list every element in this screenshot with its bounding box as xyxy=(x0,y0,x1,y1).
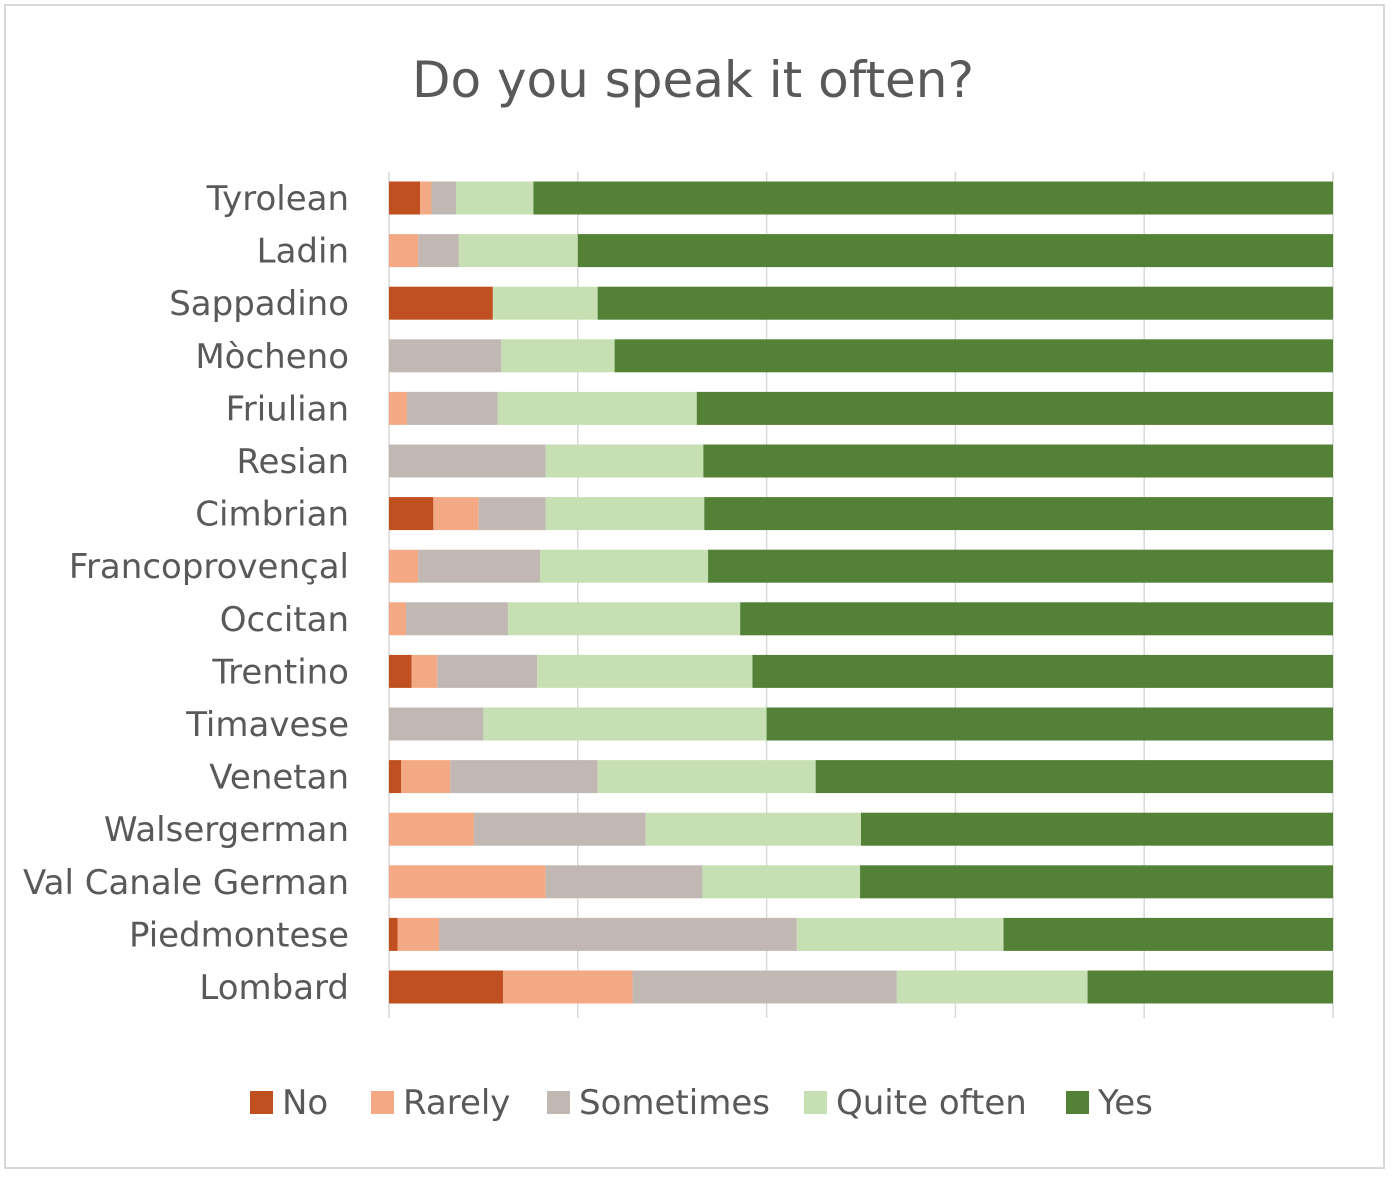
bar-segment-yes xyxy=(860,865,1333,899)
bar-segment-yes xyxy=(1003,917,1333,951)
legend-swatch xyxy=(250,1091,273,1114)
legend-label: Quite often xyxy=(836,1083,1027,1123)
bar-segment-yes xyxy=(766,707,1333,741)
bar-segment-no xyxy=(389,286,493,320)
bar-segment-quite-often xyxy=(456,181,534,215)
bar-segment-sometimes xyxy=(632,970,897,1004)
category-label: Trentino xyxy=(211,652,349,692)
bar-segment-quite-often xyxy=(645,812,861,846)
bar-segment-rarely xyxy=(389,549,419,583)
bar-segment-yes xyxy=(708,549,1333,583)
legend-label: Yes xyxy=(1097,1083,1153,1123)
category-label: Walsergerman xyxy=(104,810,349,850)
bar-segment-rarely xyxy=(401,760,451,794)
bar-segment-rarely xyxy=(389,812,474,846)
bar-segment-no xyxy=(389,654,412,688)
bar-segment-sometimes xyxy=(406,391,498,425)
legend-swatch xyxy=(547,1091,570,1114)
category-label: Sappadino xyxy=(169,284,349,324)
bar-segment-no xyxy=(389,917,398,951)
category-label: Resian xyxy=(236,442,349,482)
legend-swatch xyxy=(804,1091,827,1114)
bar-segment-sometimes xyxy=(450,760,598,794)
bar-segment-rarely xyxy=(503,970,633,1004)
bar-segment-quite-often xyxy=(492,286,598,320)
category-label: Lombard xyxy=(199,968,349,1008)
bar-segment-quite-often xyxy=(597,760,816,794)
bar-segment-yes xyxy=(740,602,1333,636)
bar-segment-sometimes xyxy=(389,444,546,478)
bar-segment-quite-often xyxy=(537,654,753,688)
bar-segment-yes xyxy=(696,391,1333,425)
bar-segment-sometimes xyxy=(437,654,538,688)
legend: No Rarely Sometimes Quite often Yes xyxy=(250,1083,1153,1123)
legend-label: Sometimes xyxy=(579,1083,770,1123)
category-label: Cimbrian xyxy=(195,495,349,535)
bar-segment-quite-often xyxy=(540,549,709,583)
bar-segment-no xyxy=(389,181,421,215)
bar-segment-no xyxy=(389,760,402,794)
bar-segment-yes xyxy=(704,497,1333,531)
bar-segment-sometimes xyxy=(389,339,502,373)
bar-segment-yes xyxy=(533,181,1333,215)
bar-segment-rarely xyxy=(397,917,440,951)
bar-segment-yes xyxy=(815,760,1333,794)
bar-segment-yes xyxy=(577,234,1333,268)
bar-segment-yes xyxy=(614,339,1333,373)
bar-segment-no xyxy=(389,970,504,1004)
category-label: Venetan xyxy=(209,758,349,798)
bar-segment-quite-often xyxy=(501,339,615,373)
bar-segment-quite-often xyxy=(796,917,1004,951)
bar-segment-quite-often xyxy=(483,707,767,741)
bar-segment-sometimes xyxy=(389,707,484,741)
bar-segment-sometimes xyxy=(418,549,541,583)
bar-segment-yes xyxy=(597,286,1333,320)
category-label: Tyrolean xyxy=(206,179,349,219)
bar-segment-sometimes xyxy=(405,602,508,636)
bar-segment-yes xyxy=(1087,970,1333,1004)
category-label: Ladin xyxy=(257,232,349,272)
legend-swatch xyxy=(371,1091,394,1114)
chart-title: Do you speak it often? xyxy=(412,51,974,109)
bar-segment-quite-often xyxy=(545,444,704,478)
category-label: Francoprovençal xyxy=(69,547,349,587)
bar-segment-yes xyxy=(703,444,1333,478)
bar-segment-sometimes xyxy=(473,812,646,846)
category-label: Occitan xyxy=(220,600,349,640)
category-labels: Tyrolean Ladin Sappadino Mòcheno Friulian Res… xyxy=(23,179,349,1008)
bar-segment-sometimes xyxy=(545,865,703,899)
bar-segment-rarely xyxy=(389,865,546,899)
bar-segment-yes xyxy=(752,654,1333,688)
bar-segment-quite-often xyxy=(507,602,741,636)
bar-segment-rarely xyxy=(389,602,406,636)
bar-segment-sometimes xyxy=(431,181,457,215)
bar-segment-no xyxy=(389,497,434,531)
bar-segment-sometimes xyxy=(439,917,797,951)
bar-segment-rarely xyxy=(389,234,419,268)
bar-segment-rarely xyxy=(433,497,479,531)
legend-swatch xyxy=(1066,1091,1089,1114)
bars xyxy=(389,181,1333,1004)
legend-label: Rarely xyxy=(403,1083,510,1123)
bar-segment-quite-often xyxy=(497,391,697,425)
bar-segment-sometimes xyxy=(418,234,459,268)
bar-segment-rarely xyxy=(389,391,407,425)
bar-segment-quite-often xyxy=(458,234,578,268)
bar-segment-sometimes xyxy=(478,497,546,531)
category-label: Friulian xyxy=(226,389,349,429)
bar-segment-quite-often xyxy=(896,970,1088,1004)
category-label: Timavese xyxy=(185,705,349,745)
bar-segment-quite-often xyxy=(702,865,861,899)
bar-segment-rarely xyxy=(420,181,432,215)
category-label: Mòcheno xyxy=(195,337,349,377)
bar-segment-yes xyxy=(861,812,1333,846)
category-label: Piedmontese xyxy=(129,915,349,955)
bar-segment-rarely xyxy=(411,654,438,688)
category-label: Val Canale German xyxy=(23,863,349,903)
bar-segment-quite-often xyxy=(545,497,705,531)
legend-label: No xyxy=(282,1083,328,1123)
